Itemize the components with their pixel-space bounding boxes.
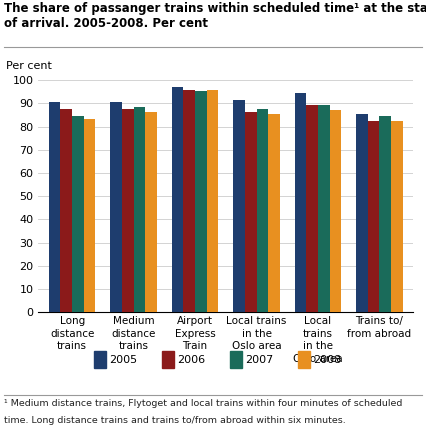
Text: time. Long distance trains and trains to/from abroad within six minutes.: time. Long distance trains and trains to… xyxy=(4,416,346,425)
Bar xyxy=(295,93,306,312)
Bar xyxy=(380,116,391,312)
Bar xyxy=(268,114,280,312)
Bar xyxy=(368,121,380,312)
Bar xyxy=(195,91,207,312)
Bar xyxy=(134,107,145,312)
Text: 2005: 2005 xyxy=(109,355,137,364)
Text: ¹ Medium distance trains, Flytoget and local trains within four minutes of sched: ¹ Medium distance trains, Flytoget and l… xyxy=(4,399,403,408)
Bar xyxy=(318,105,330,312)
Bar xyxy=(306,105,318,312)
Text: 2007: 2007 xyxy=(245,355,273,364)
Bar xyxy=(122,109,134,312)
Bar xyxy=(245,112,256,312)
Text: 2008: 2008 xyxy=(313,355,342,364)
Bar xyxy=(356,114,368,312)
Bar xyxy=(84,119,95,312)
Text: The share of passanger trains within scheduled time¹ at the station: The share of passanger trains within sch… xyxy=(4,2,426,15)
Bar xyxy=(207,90,219,312)
Bar xyxy=(110,102,122,312)
Text: of arrival. 2005-2008. Per cent: of arrival. 2005-2008. Per cent xyxy=(4,17,208,30)
Bar xyxy=(60,109,72,312)
Bar xyxy=(391,121,403,312)
Bar xyxy=(183,90,195,312)
Bar xyxy=(256,109,268,312)
Bar xyxy=(72,116,84,312)
Text: Per cent: Per cent xyxy=(6,61,52,71)
Bar xyxy=(145,112,157,312)
Text: 2006: 2006 xyxy=(177,355,205,364)
Bar xyxy=(172,87,183,312)
Bar xyxy=(233,100,245,312)
Bar xyxy=(330,111,341,312)
Bar xyxy=(49,102,60,312)
